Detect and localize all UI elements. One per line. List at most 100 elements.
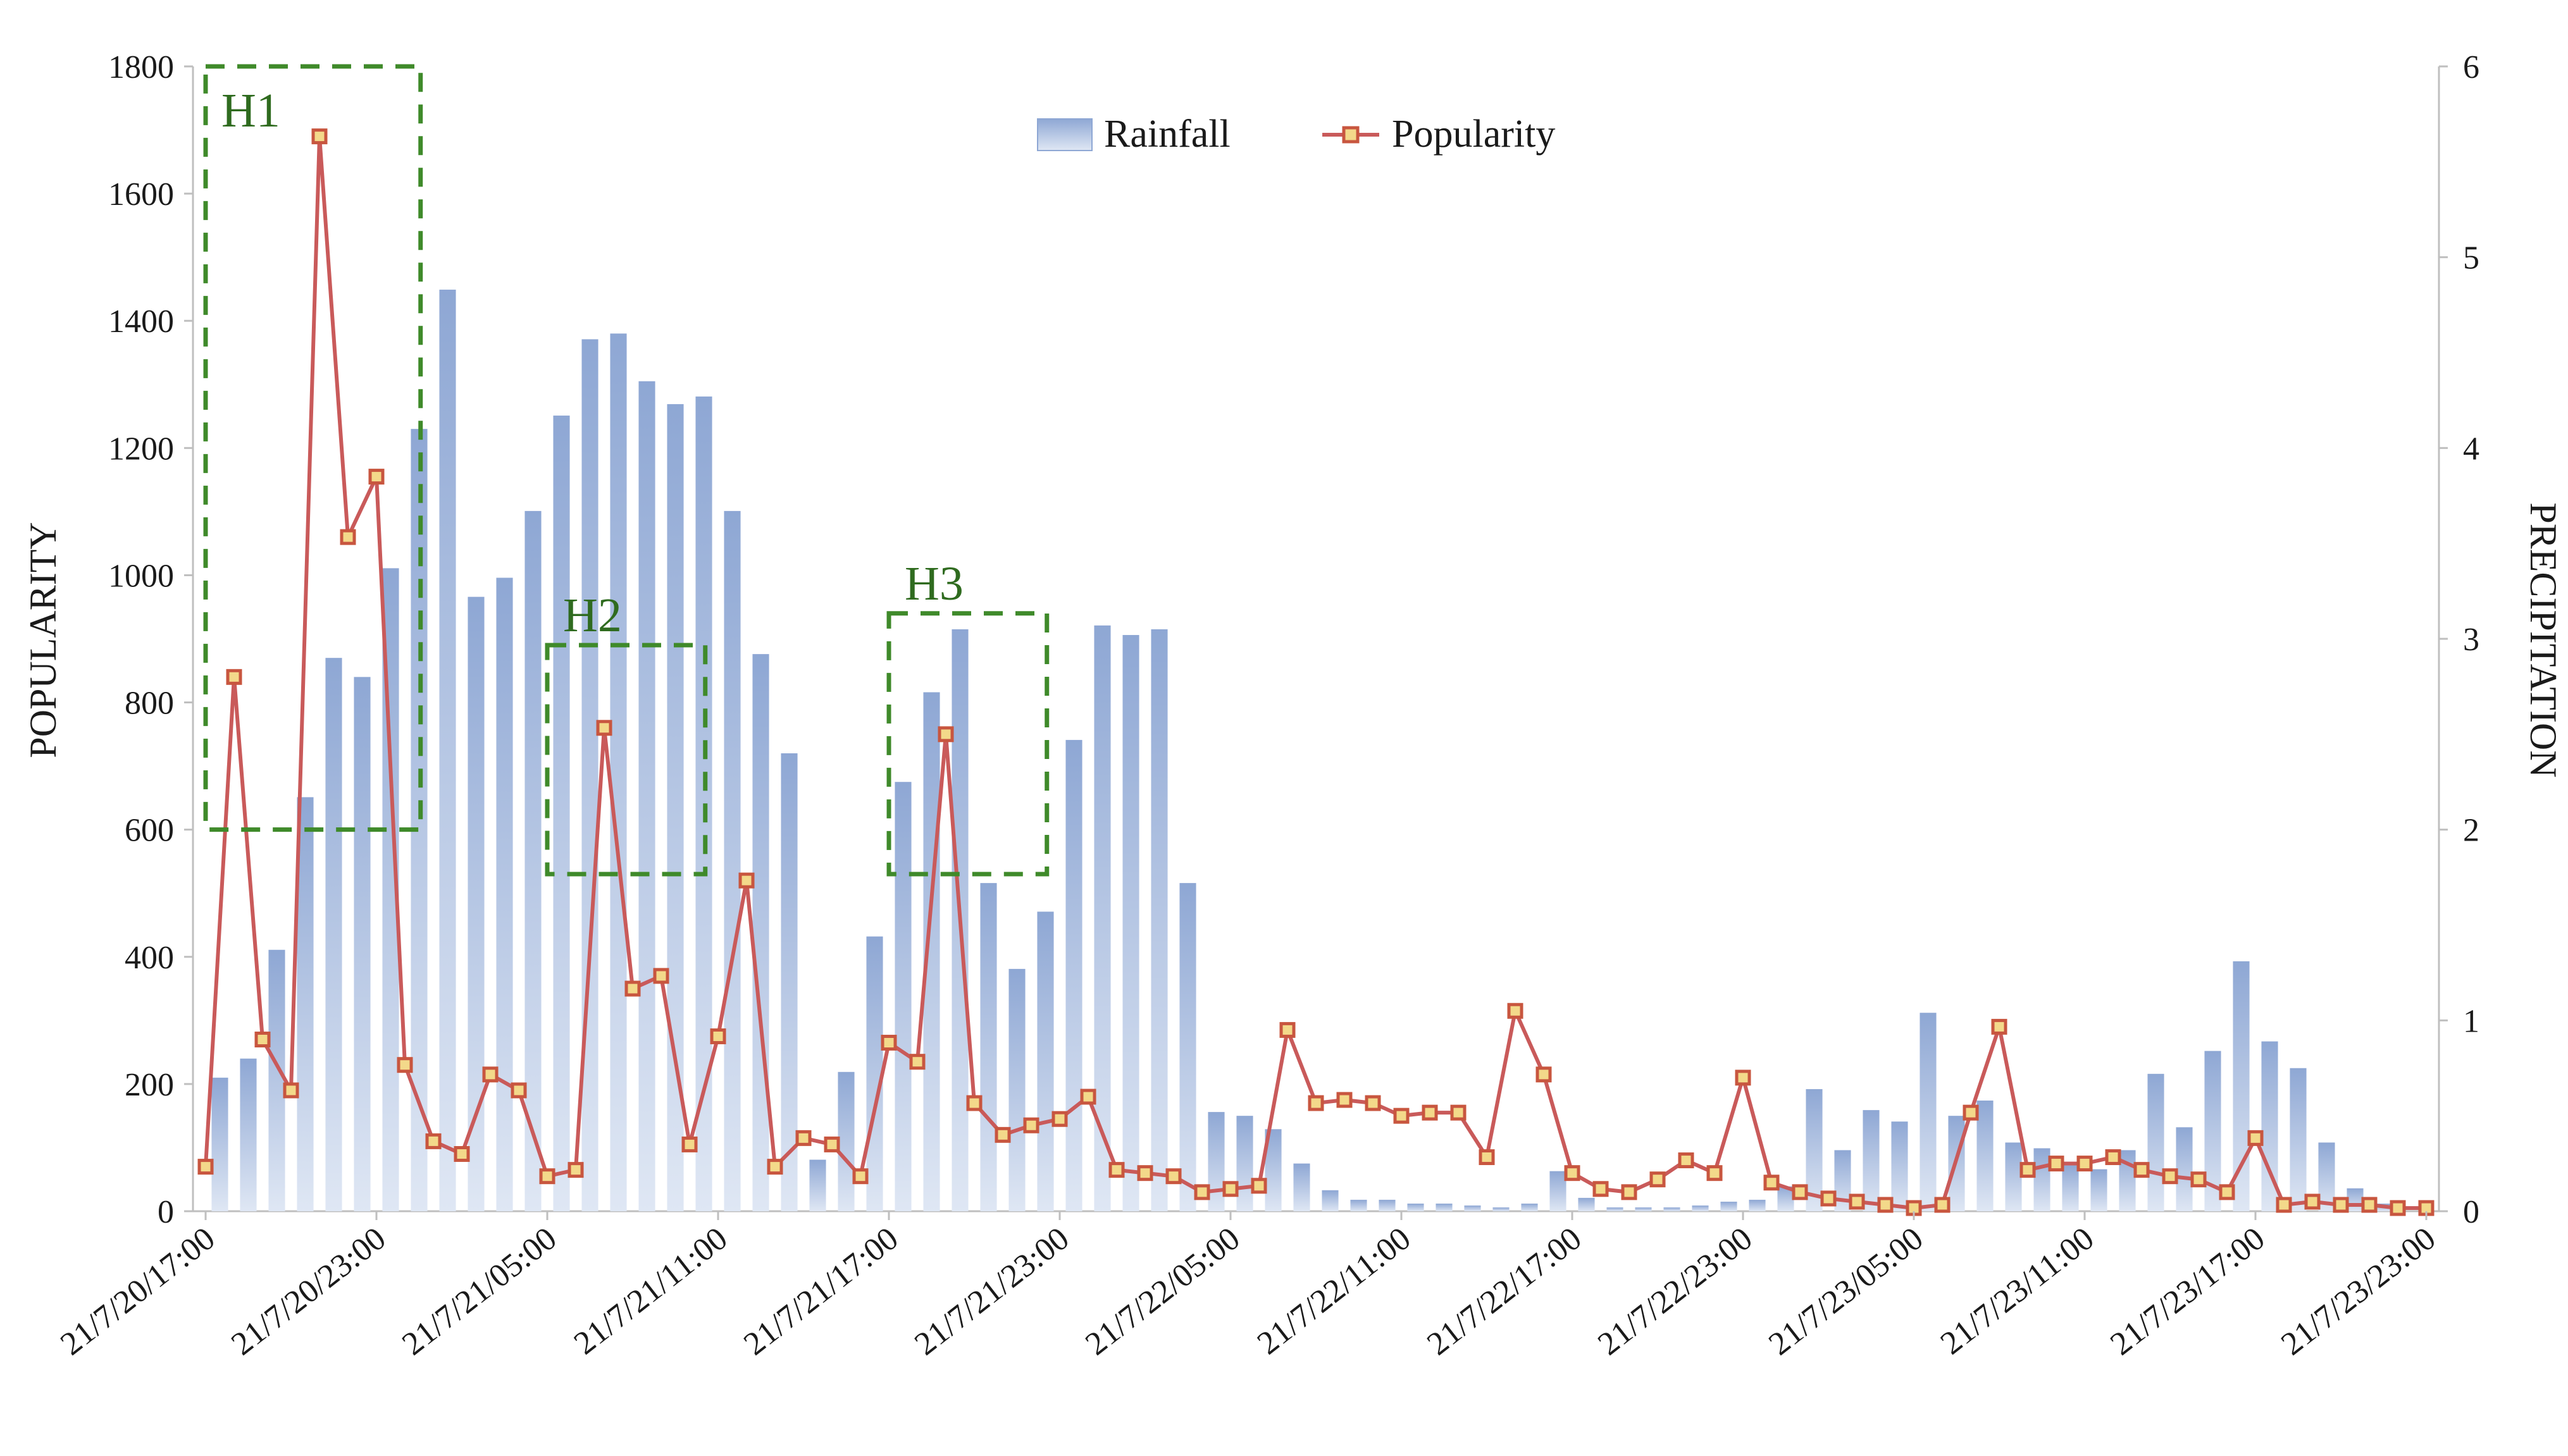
x-tick-label: 21/7/20/23:00 (225, 1221, 392, 1363)
y-right-tick-label: 5 (2463, 240, 2479, 276)
x-axis-ticks: 21/7/20/17:00 21/7/20/23:00 21/7/21/05:00 2… (54, 1211, 2442, 1362)
rainfall-bar (1891, 1121, 1908, 1211)
y-left-tick-label: 1800 (108, 49, 174, 85)
popularity-point (1621, 1184, 1637, 1200)
popularity-point (311, 128, 328, 145)
y-right-tick-label: 4 (2463, 431, 2479, 467)
y-left-tick-label: 1400 (108, 304, 174, 340)
rainfall-bar (1549, 1171, 1566, 1211)
rainfall-bar (1663, 1207, 1680, 1211)
rainfall-bar (1350, 1199, 1367, 1211)
x-tick-label: 21/7/23/05:00 (1762, 1221, 1930, 1363)
rainfall-bar (2062, 1165, 2079, 1211)
popularity-point (966, 1095, 983, 1111)
popularity-point (226, 669, 242, 685)
rainfall-bar (1976, 1101, 1994, 1211)
popularity-point (1251, 1178, 1267, 1194)
rainfall-bar (1720, 1201, 1737, 1211)
popularity-point (1023, 1117, 1039, 1133)
popularity-point (1564, 1165, 1580, 1181)
y-left-tick-label: 400 (125, 940, 174, 976)
y-left-tick-label: 800 (125, 686, 174, 722)
rainfall-bar (895, 782, 912, 1211)
rainfall-bar (638, 381, 655, 1211)
rainfall-bar (838, 1071, 855, 1211)
x-tick-label: 21/7/22/05:00 (1079, 1221, 1246, 1363)
y-axis-left-title: POPULARITY (22, 522, 64, 758)
rainfall-bar (1407, 1203, 1424, 1211)
popularity-point (1934, 1197, 1951, 1213)
rainfall-bar (752, 654, 769, 1211)
popularity-point (1963, 1104, 1979, 1121)
popularity-point (539, 1168, 555, 1185)
popularity-point (1365, 1095, 1381, 1111)
rainfall-bar (439, 289, 456, 1212)
x-tick-label: 21/7/23/17:00 (2104, 1221, 2271, 1363)
popularity-point (1820, 1190, 1837, 1207)
annotation-boxes: H1 H2 H3 (203, 64, 1050, 877)
y-right-tick-label: 3 (2463, 622, 2479, 658)
popularity-point (1051, 1111, 1068, 1127)
legend-popularity-label: Popularity (1392, 113, 1555, 156)
popularity-point (909, 1054, 926, 1070)
rainfall-bar (2347, 1188, 2364, 1211)
rainfall-bar (1008, 968, 1026, 1211)
rainfall-bar (1492, 1207, 1510, 1211)
rainfall-bar (1037, 911, 1054, 1211)
popularity-point (2048, 1156, 2064, 1172)
annotation-label: H3 (905, 557, 964, 610)
annotation-box (545, 643, 708, 877)
rainfall-bar (1379, 1199, 1396, 1211)
rainfall-bar (2176, 1127, 2193, 1211)
popularity-point (2019, 1162, 2036, 1178)
popularity-point (2133, 1162, 2150, 1178)
y-right-tick-label: 6 (2463, 49, 2479, 85)
rainfall-bar (1606, 1207, 1623, 1211)
popularity-point (197, 1159, 214, 1175)
rainfall-bar (2233, 961, 2250, 1211)
popularity-point (2304, 1194, 2321, 1210)
popularity-point (767, 1159, 783, 1175)
popularity-point (454, 1146, 470, 1162)
x-tick-label: 21/7/21/17:00 (737, 1221, 905, 1363)
x-tick-label: 21/7/21/05:00 (395, 1221, 563, 1363)
popularity-line (197, 128, 2435, 1216)
popularity-point (1849, 1194, 1865, 1210)
rainfall-bar (1920, 1013, 1937, 1211)
popularity-point (482, 1066, 499, 1083)
chart-legend: Rainfall Popularity (1037, 113, 1555, 156)
rainfall-bar (2147, 1073, 2164, 1211)
rainfall-bar (268, 949, 285, 1211)
popularity-point (1592, 1181, 1609, 1197)
y-left-tick-label: 0 (158, 1194, 174, 1230)
legend-rainfall-label: Rainfall (1104, 113, 1231, 156)
rainfall-bar (325, 658, 342, 1211)
popularity-point (710, 1028, 726, 1044)
popularity-point (1194, 1184, 1210, 1200)
rainfall-bar (866, 936, 883, 1211)
x-tick-label: 21/7/20/17:00 (54, 1221, 221, 1363)
popularity-point (2105, 1149, 2121, 1166)
rainfall-bar (553, 416, 570, 1211)
rainfall-bar (724, 510, 741, 1212)
popularity-point (1080, 1089, 1096, 1105)
popularity-point (1422, 1104, 1438, 1121)
popularity-point (1877, 1197, 1894, 1213)
popularity-point (1137, 1165, 1153, 1181)
rainfall-bar (1236, 1116, 1253, 1211)
popularity-point (938, 726, 954, 743)
annotation-label: H2 (563, 589, 622, 642)
y-axis-left-ticks: 0 200 400 600 800 1000 1200 1400 1600 1800 (108, 49, 193, 1230)
popularity-point (2190, 1171, 2207, 1188)
rainfall-bar (809, 1159, 826, 1211)
rainfall-bar (781, 753, 798, 1211)
popularity-point (1649, 1171, 1666, 1188)
popularity-point (1792, 1184, 1808, 1200)
popularity-point (1507, 1003, 1523, 1019)
popularity-point (568, 1162, 584, 1178)
rainfall-bar (1578, 1197, 1595, 1211)
popularity-point (368, 469, 385, 485)
rainfall-bar (411, 429, 428, 1211)
popularity-point (1279, 1021, 1296, 1038)
popularity-point (2276, 1197, 2292, 1213)
